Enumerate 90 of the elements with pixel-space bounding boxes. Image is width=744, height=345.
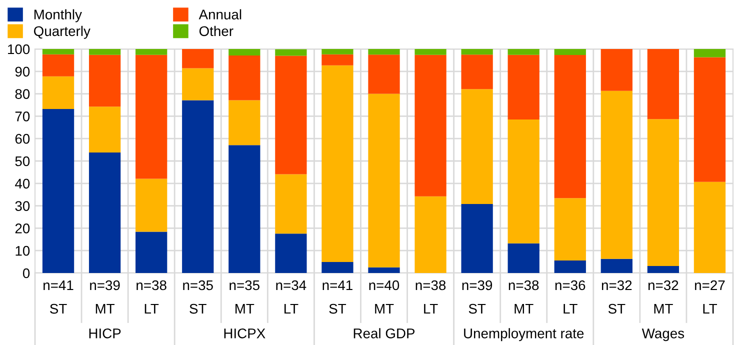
bar [508, 54, 540, 120]
bar [694, 49, 726, 58]
x-tick-label: n=38 MT [508, 280, 539, 314]
bar [182, 68, 214, 100]
legend-label: Monthly [34, 9, 82, 22]
bar [228, 55, 260, 100]
y-tick-label: 80 [15, 89, 30, 99]
x-tick-label: n=35 ST [183, 280, 213, 314]
x-tick-label: n=32 MT [648, 280, 678, 314]
bar [182, 49, 214, 68]
bar [136, 49, 168, 55]
bar [508, 120, 540, 244]
x-tick-label: n=34 LT [276, 280, 306, 314]
bar [647, 119, 680, 266]
bar [368, 54, 400, 94]
x-tick-label: n=35 MT [230, 280, 260, 314]
bar [554, 55, 586, 198]
x-tick-label: n=39 ST [462, 280, 492, 314]
legend-label: Other [199, 26, 234, 36]
x-tick-label: n=27 LT [695, 280, 725, 314]
x-tick-label: n=41 ST [44, 280, 74, 314]
y-tick-label: 20 [15, 224, 30, 234]
bar [275, 49, 307, 56]
bar [322, 262, 354, 273]
bar [508, 49, 540, 55]
bar [88, 152, 121, 273]
x-tick-label: n=38 LT [136, 280, 166, 314]
bar [136, 232, 168, 273]
bar [228, 145, 260, 273]
bar [275, 174, 307, 234]
bar [414, 196, 446, 273]
bar [414, 54, 446, 196]
bar [600, 49, 632, 91]
y-tick-label: 90 [15, 66, 30, 77]
y-tick-label: 100 [8, 44, 30, 54]
bar [600, 90, 632, 259]
text: Unemployment rate [464, 328, 584, 342]
y-tick-label: 10 [16, 246, 30, 256]
bar [368, 267, 400, 273]
bar [508, 243, 540, 273]
bar [42, 49, 74, 54]
bar [694, 57, 726, 182]
bar [275, 56, 307, 174]
bar [647, 49, 680, 120]
bar [136, 178, 168, 232]
bar [42, 76, 74, 110]
bar [368, 49, 400, 55]
legend-label: Annual [198, 9, 242, 20]
x-tick-label: n=41 ST [322, 280, 352, 314]
x-tick-label: n=32 ST [602, 280, 632, 314]
bar [88, 106, 121, 152]
bar [414, 49, 446, 55]
text: HICPX [224, 328, 266, 338]
bar [228, 49, 260, 56]
y-tick-label: 50 [15, 156, 30, 166]
bar [275, 234, 307, 273]
text: Wages [642, 328, 684, 342]
y-tick-label: 60 [15, 134, 30, 144]
x-tick-label: n=40 MT [369, 280, 400, 314]
bar [368, 94, 400, 268]
y-tick-label: 40 [15, 178, 30, 189]
bar [554, 198, 586, 260]
text: HICP [89, 328, 121, 338]
x-tick-label: n=39 MT [90, 280, 120, 314]
bar [461, 204, 493, 273]
legend-label: Quarterly [34, 26, 90, 39]
bar [554, 260, 586, 273]
bar [42, 54, 74, 76]
bar [88, 49, 121, 55]
bar [461, 54, 493, 90]
bar [322, 54, 354, 66]
bar [182, 100, 214, 273]
y-tick-label: 30 [15, 201, 30, 211]
bar [554, 49, 586, 56]
x-tick-label: n=36 LT [555, 280, 586, 314]
bar [694, 182, 726, 273]
bar [461, 49, 493, 55]
bar [461, 89, 493, 204]
text: Real GDP [354, 328, 415, 338]
bar [228, 100, 260, 146]
bar [322, 49, 354, 54]
bar [647, 266, 680, 273]
y-tick-label: 70 [15, 112, 30, 122]
bar [136, 54, 168, 179]
y-tick-label: 0 [22, 268, 30, 278]
bar [88, 54, 121, 107]
x-tick-label: n=38 LT [416, 280, 446, 314]
bar [42, 109, 74, 273]
bar [322, 65, 354, 262]
bar [600, 258, 632, 273]
